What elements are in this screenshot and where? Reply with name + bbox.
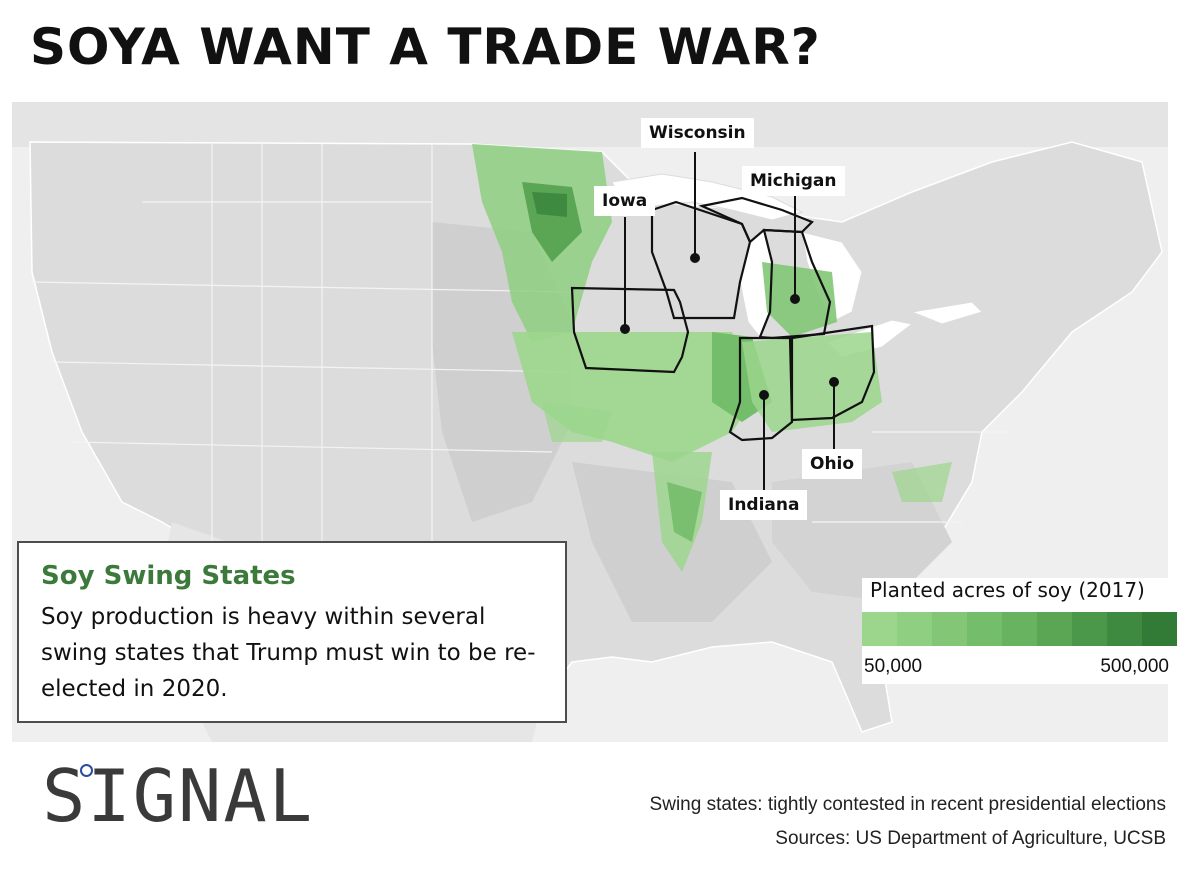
canada-land — [12, 102, 1168, 147]
state-marker-dot — [790, 294, 800, 304]
state-marker-dots — [620, 253, 839, 400]
legend-swatch — [1107, 612, 1142, 646]
callout-connectors — [624, 152, 835, 492]
legend-swatch — [967, 612, 1002, 646]
legend-swatch — [1072, 612, 1107, 646]
legend-color-scale — [862, 612, 1177, 646]
logo-dot-icon — [80, 764, 93, 777]
indiana-outline — [728, 336, 794, 442]
iowa-outline — [570, 286, 690, 374]
page-title: SOYA WANT A TRADE WAR? — [30, 18, 821, 76]
state-lines — [31, 142, 1012, 602]
map-canvas — [12, 102, 1168, 742]
map-legend: Planted acres of soy (2017) 50,000 500,0… — [862, 578, 1177, 684]
state-label-iowa: Iowa — [594, 186, 656, 216]
us-map — [12, 102, 1168, 742]
info-box-heading: Soy Swing States — [41, 561, 296, 591]
legend-swatch — [862, 612, 897, 646]
state-label-ohio: Ohio — [802, 449, 863, 479]
footer-note: Swing states: tightly contested in recen… — [649, 794, 1166, 815]
soy-density-layer — [472, 144, 952, 572]
footer-sources: Sources: US Department of Agriculture, U… — [775, 828, 1166, 849]
state-label-michigan: Michigan — [742, 166, 845, 196]
michigan-upper-outline — [698, 196, 814, 244]
ohio-outline — [790, 324, 876, 422]
legend-min-label: 50,000 — [864, 656, 923, 677]
lake-ontario — [910, 301, 983, 325]
legend-swatch — [1142, 612, 1177, 646]
legend-swatch — [932, 612, 967, 646]
state-marker-dot — [759, 390, 769, 400]
info-box-body: Soy production is heavy within several s… — [41, 604, 536, 702]
legend-swatch — [1002, 612, 1037, 646]
info-box: Soy Swing States Soy production is heavy… — [17, 541, 567, 723]
legend-swatch — [897, 612, 932, 646]
swing-state-outlines — [570, 196, 876, 442]
state-marker-dot — [690, 253, 700, 263]
legend-swatch — [1037, 612, 1072, 646]
wisconsin-outline — [650, 200, 752, 320]
state-marker-dot — [620, 324, 630, 334]
state-marker-dot — [829, 377, 839, 387]
state-label-indiana: Indiana — [720, 490, 808, 520]
legend-max-label: 500,000 — [1100, 656, 1169, 677]
state-label-wisconsin: Wisconsin — [641, 118, 754, 148]
legend-title: Planted acres of soy (2017) — [870, 578, 1145, 602]
